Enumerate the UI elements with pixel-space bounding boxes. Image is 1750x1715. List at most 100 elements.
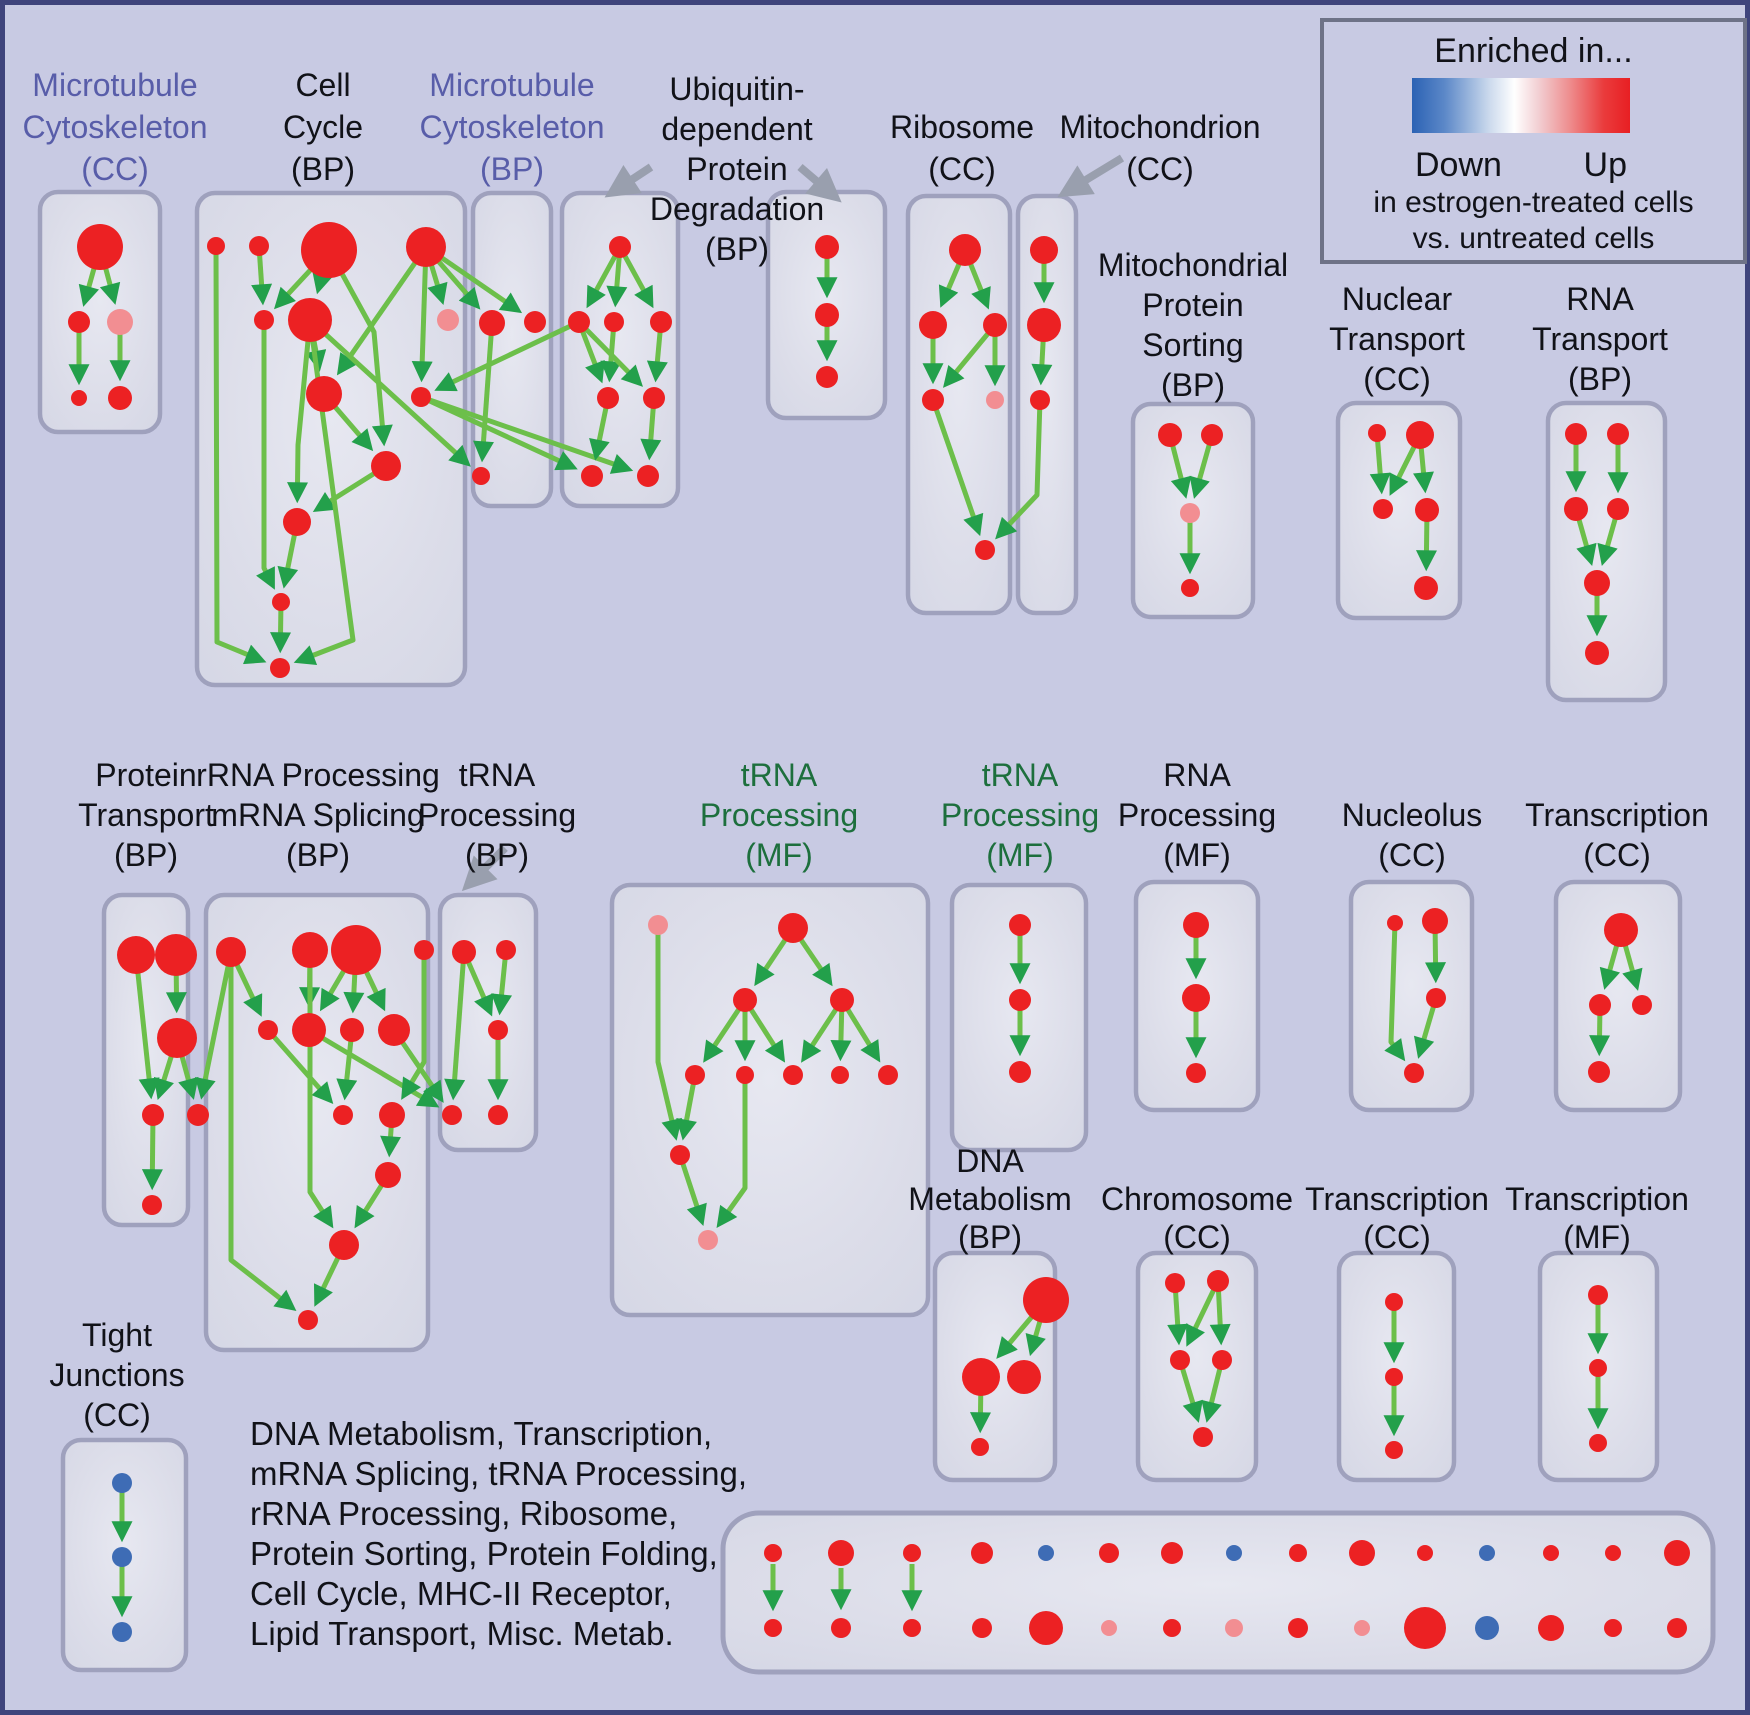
strip-node-bottom-1 [831, 1618, 851, 1638]
strip-node-top-1 [828, 1540, 854, 1566]
node-w2 [1186, 1063, 1206, 1083]
edge-u4-u9 [676, 1074, 698, 1141]
cluster-label-trna-bp: (BP) [465, 837, 529, 873]
node-v0 [1009, 914, 1031, 936]
node-w0 [1183, 912, 1209, 938]
cluster-label-ribosome: Ribosome [890, 109, 1034, 145]
edge-r3-r9 [401, 950, 427, 1100]
cluster-label-rna-processing: Processing [1118, 797, 1276, 833]
node-u5 [736, 1066, 754, 1084]
strip-node-top-7 [1226, 1545, 1242, 1561]
cluster-label-transcription-cc-1: Transcription [1525, 797, 1709, 833]
node-b0 [207, 237, 225, 255]
cluster-label-rrna: mRNA Splicing [211, 797, 424, 833]
edge-r0-p4 [194, 951, 234, 1100]
cluster-label-mito-sorting: (BP) [1161, 367, 1225, 403]
cluster-label-trna-mf-2: (MF) [986, 837, 1054, 873]
cluster-label-rna-transport: Transport [1532, 321, 1668, 357]
node-i1 [1406, 421, 1434, 449]
cluster-label-rna-transport: RNA [1566, 281, 1634, 317]
strip-node-bottom-4 [1029, 1611, 1063, 1645]
cluster-label-dna-metabolism: Metabolism [908, 1181, 1072, 1217]
cluster-label-ubiquitin: Degradation [650, 191, 824, 227]
cluster-label-mito-sorting: Sorting [1142, 327, 1243, 363]
node-u10 [698, 1230, 718, 1250]
strip-node-top-5 [1099, 1543, 1119, 1563]
node-p2 [157, 1018, 197, 1058]
node-u3 [830, 988, 854, 1012]
cluster-label-trna-mf-1: Processing [700, 797, 858, 833]
edge-p0-p3 [133, 954, 160, 1100]
strip-node-bottom-5 [1101, 1620, 1117, 1636]
edge-r0-r12 [228, 952, 297, 1311]
cluster-box-misc-strip [720, 1510, 1716, 1675]
node-zd1 [1589, 1359, 1607, 1377]
cluster-box-nuclear-transport [1335, 400, 1463, 621]
cluster-box-transcription-cc-1 [1553, 879, 1683, 1113]
edge-f3-f5 [930, 399, 984, 537]
node-b11 [272, 593, 290, 611]
node-h0 [1158, 423, 1182, 447]
node-b7 [306, 376, 342, 412]
strip-node-bottom-9 [1354, 1620, 1370, 1636]
cluster-label-nuclear-transport: Transport [1329, 321, 1465, 357]
node-c2 [472, 467, 490, 485]
strip-node-top-11 [1479, 1545, 1495, 1561]
cluster-label-trna-mf-1: tRNA [741, 757, 818, 793]
node-x1 [1422, 908, 1448, 934]
edge-u0-u9 [655, 925, 682, 1141]
node-u8 [878, 1065, 898, 1085]
node-zb4 [1193, 1427, 1213, 1447]
node-c0 [479, 310, 505, 336]
misc-category-text: Protein Sorting, Protein Folding, [250, 1535, 718, 1572]
node-i3 [1415, 498, 1439, 522]
edge-d0-b8 [434, 319, 581, 392]
node-r10 [375, 1162, 401, 1188]
cluster-label-protein-transport: (BP) [114, 837, 178, 873]
misc-category-text: DNA Metabolism, Transcription, [250, 1415, 712, 1452]
cluster-label-ubiquitin: (BP) [705, 231, 769, 267]
edge-i0-i2 [1369, 432, 1391, 495]
strip-node-bottom-10 [1404, 1607, 1446, 1649]
edge-b5-b10 [287, 319, 313, 504]
cluster-label-microtubule-bp: (BP) [480, 151, 544, 187]
node-zd0 [1588, 1285, 1608, 1305]
label-pointer-arrow-0 [604, 163, 654, 198]
cluster-label-ubiquitin: Protein [686, 151, 787, 187]
node-u4 [685, 1065, 705, 1085]
strip-node-bottom-8 [1288, 1618, 1308, 1638]
node-h2 [1180, 503, 1200, 523]
node-dm1 [643, 387, 665, 409]
cluster-box-nucleolus [1348, 879, 1475, 1113]
node-zb1 [1207, 1270, 1229, 1292]
strip-node-top-10 [1417, 1545, 1433, 1561]
cluster-label-tight-junctions: Junctions [49, 1357, 184, 1393]
cluster-label-microtubule-cc: (CC) [81, 151, 149, 187]
node-g0 [1030, 236, 1058, 264]
node-r4 [258, 1020, 278, 1040]
node-e2 [816, 366, 838, 388]
node-i2 [1373, 499, 1393, 519]
edge-zb1-zb2 [1186, 1279, 1221, 1347]
node-t2 [488, 1020, 508, 1040]
node-d1 [604, 312, 624, 332]
cluster-label-cell-cycle: Cycle [283, 109, 363, 145]
node-r7 [378, 1014, 410, 1046]
node-p0 [117, 936, 155, 974]
strip-node-bottom-12 [1538, 1615, 1564, 1641]
node-r1 [292, 932, 328, 968]
node-j3 [1607, 498, 1629, 520]
cluster-label-transcription-mf: Transcription [1505, 1181, 1689, 1217]
node-i4 [1414, 576, 1438, 600]
edge-p3-p5 [141, 1114, 163, 1191]
edge-b0-b12 [213, 245, 267, 665]
cluster-label-rna-processing: (MF) [1163, 837, 1231, 873]
node-t0 [452, 940, 476, 964]
legend-up-label: Up [1584, 146, 1627, 184]
node-p1 [155, 934, 197, 976]
node-v1 [1009, 989, 1031, 1011]
edge-t0-t3 [444, 951, 467, 1101]
node-u1 [778, 913, 808, 943]
node-i0 [1368, 424, 1386, 442]
cluster-label-trna-mf-2: tRNA [982, 757, 1059, 793]
